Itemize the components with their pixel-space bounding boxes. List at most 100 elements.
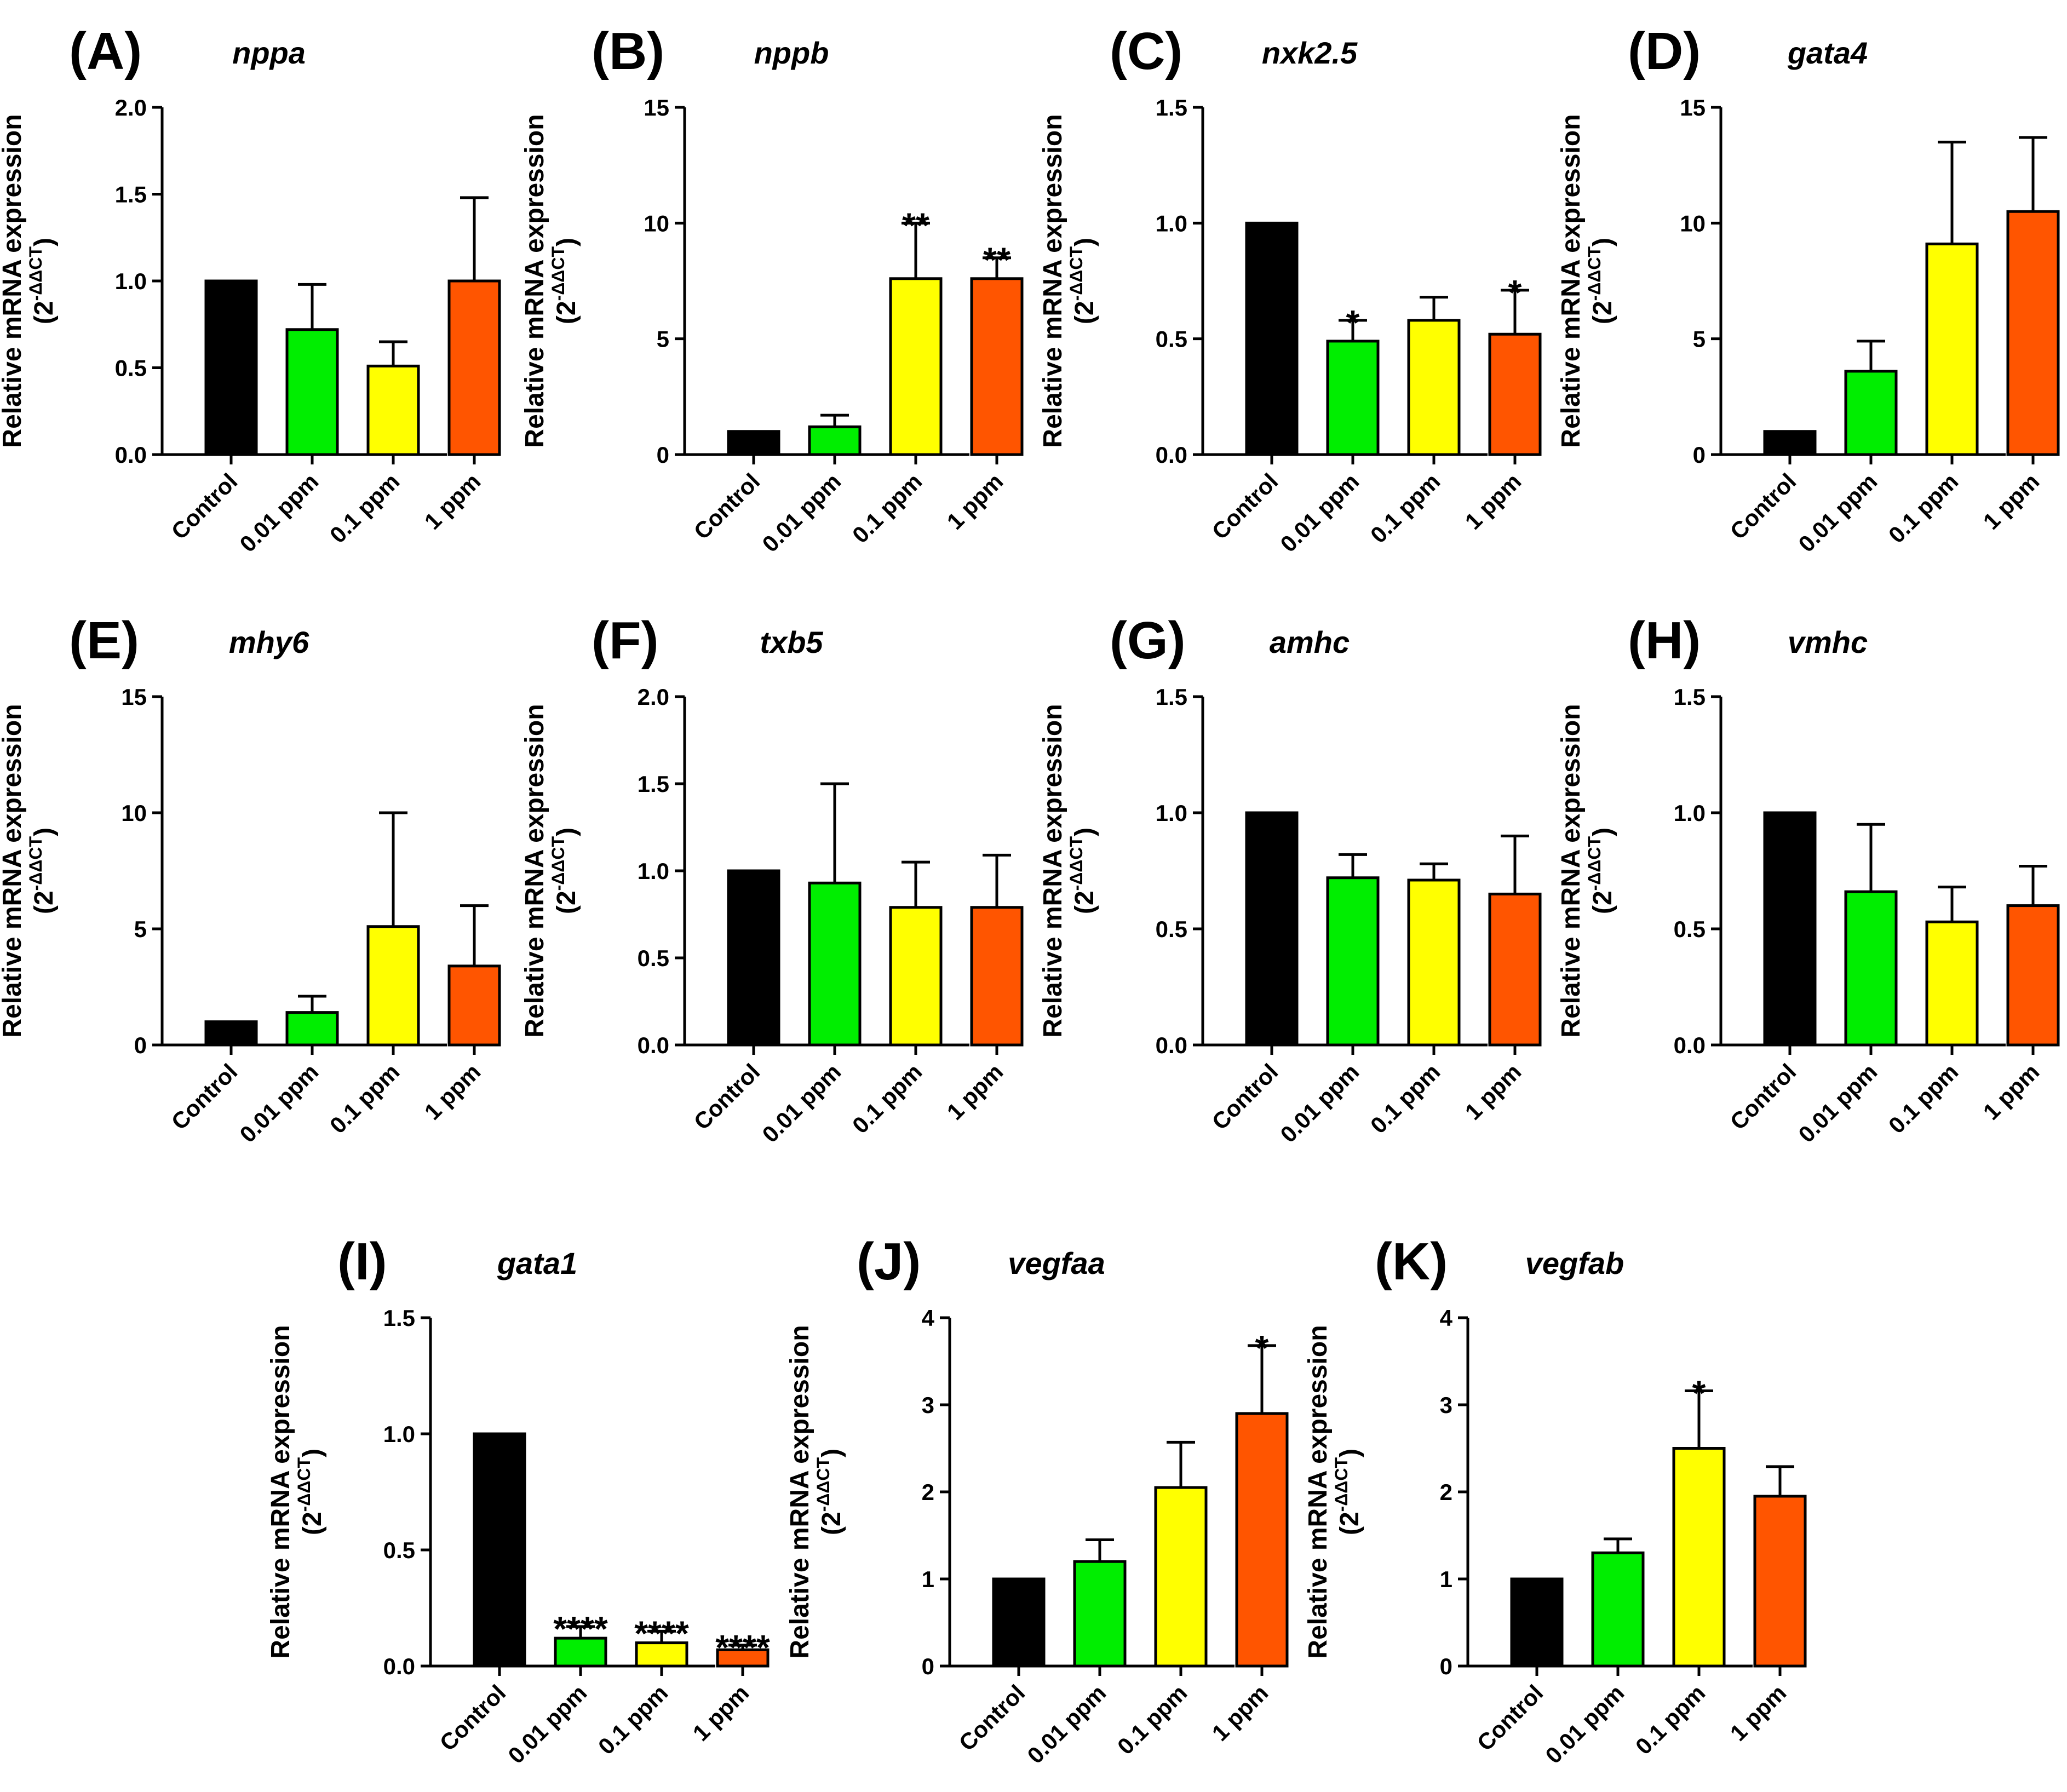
y-tick-label: 1.0: [115, 268, 147, 294]
bar-0-1-ppm: [1925, 920, 1979, 1047]
y-tick-label: 1: [1440, 1566, 1452, 1592]
x-tick-label: 1 ppm: [688, 1680, 754, 1746]
bar-1-ppm: [2006, 210, 2060, 456]
significance-marker: ****: [553, 1609, 608, 1649]
bar-0-01-ppm: [1844, 370, 1898, 456]
bar-Control: [204, 1020, 258, 1047]
y-axis-label-formula: (2-ΔΔCT): [813, 1449, 846, 1535]
y-tick-label: 15: [1680, 95, 1706, 120]
formula-base: (2: [1335, 1512, 1364, 1535]
y-tick-label: 10: [644, 210, 669, 236]
y-axis-label-formula: (2-ΔΔCT): [1331, 1449, 1364, 1535]
y-tick-label: 1.0: [638, 858, 669, 884]
chart-panel-amhc: (G) amhc Relative mRNA expression (2-ΔΔCT) 0…: [1038, 611, 1542, 1147]
chart-title: txb5: [760, 625, 823, 659]
panel-letter: (G): [1110, 611, 1186, 670]
x-tick-label: Control: [1207, 1059, 1283, 1135]
bar-1-ppm: [970, 277, 1024, 456]
chart-panel-gata1: (I) gata1 Relative mRNA expression (2-ΔΔCT)…: [266, 1232, 770, 1768]
bar-1-ppm: [1235, 1412, 1289, 1668]
y-tick-label: 1: [922, 1566, 934, 1592]
x-tick-label: 0.01 ppm: [757, 468, 846, 557]
y-tick-label: 0.5: [638, 945, 669, 971]
x-tick-label: 0.01 ppm: [1275, 1059, 1364, 1147]
bar-0-01-ppm: [1326, 876, 1380, 1047]
bar-0-01-ppm: [1844, 890, 1898, 1047]
bar-0-1-ppm: [889, 906, 943, 1047]
y-tick-label: 5: [134, 916, 147, 942]
chart-title: nppb: [754, 36, 829, 70]
chart-panel-vegfab: (K) vegfab Relative mRNA expression (2-ΔΔCT…: [1304, 1232, 1807, 1768]
y-tick-label: 0.0: [638, 1032, 669, 1058]
y-axis-label: Relative mRNA expression: [1557, 114, 1586, 447]
chart-panel-nppb: (B) nppb Relative mRNA expression (2-ΔΔCT) 0…: [520, 22, 1024, 557]
formula-base: (2: [1588, 891, 1617, 914]
y-axis-label-formula: (2-ΔΔCT): [1066, 238, 1099, 324]
y-tick-label: 0.0: [1674, 1032, 1706, 1058]
formula-base: (2: [552, 301, 581, 324]
formula-exponent: -ΔΔCT: [548, 246, 568, 301]
x-tick-label: Control: [166, 1059, 243, 1135]
y-axis-label-formula: (2-ΔΔCT): [294, 1449, 327, 1535]
y-axis-label-formula: (2-ΔΔCT): [548, 828, 581, 914]
chart-panel-txb5: (F) txb5 Relative mRNA expression (2-ΔΔCT) 0…: [520, 611, 1024, 1147]
y-axis-label-formula: (2-ΔΔCT): [1584, 238, 1617, 324]
chart-panel-mhy6: (E) mhy6 Relative mRNA expression (2-ΔΔCT) 0…: [0, 611, 501, 1147]
bar-1-ppm: [1488, 332, 1542, 456]
bar-Control: [473, 1432, 526, 1668]
panel-letter: (H): [1628, 611, 1701, 670]
x-tick-label: 1 ppm: [1725, 1680, 1792, 1746]
x-tick-label: Control: [1207, 468, 1283, 544]
chart-panel-nxk2.5: (C) nxk2.5 Relative mRNA expression (2-ΔΔCT…: [1038, 22, 1542, 557]
y-axis-label-formula: (2-ΔΔCT): [1066, 828, 1099, 914]
chart-title: vegfab: [1525, 1246, 1624, 1280]
y-axis-label-formula: (2-ΔΔCT): [1584, 828, 1617, 914]
x-tick-label: Control: [954, 1680, 1030, 1756]
bar-0-01-ppm: [808, 881, 862, 1047]
y-tick-label: 0.5: [383, 1537, 415, 1563]
bar-Control: [1245, 221, 1299, 456]
chart-title: nxk2.5: [1262, 36, 1358, 70]
panel-letter: (E): [69, 611, 139, 670]
formula-exponent: -ΔΔCT: [294, 1457, 314, 1512]
bar-0-1-ppm: [1672, 1447, 1726, 1668]
chart-panel-nppa: (A) nppa Relative mRNA expression (2-ΔΔCT) 0…: [0, 22, 501, 557]
y-tick-label: 0: [1693, 442, 1706, 468]
bar-0-1-ppm: [366, 364, 420, 456]
y-tick-label: 4: [1440, 1305, 1453, 1331]
panel-letter: (K): [1375, 1232, 1448, 1291]
x-tick-label: 0.01 ppm: [1793, 468, 1882, 557]
y-axis-label-formula: (2-ΔΔCT): [548, 238, 581, 324]
y-tick-label: 1.5: [115, 182, 147, 208]
significance-marker: ****: [634, 1613, 689, 1653]
y-axis-label-formula: (2-ΔΔCT): [26, 238, 59, 324]
y-tick-label: 2: [922, 1479, 934, 1505]
formula-exponent: -ΔΔCT: [548, 836, 568, 891]
bar-0-1-ppm: [1407, 319, 1461, 456]
formula-exponent: -ΔΔCT: [1066, 836, 1086, 891]
x-tick-label: 0.01 ppm: [757, 1059, 846, 1147]
chart-title: vmhc: [1788, 625, 1868, 659]
y-tick-label: 2.0: [638, 684, 669, 710]
y-tick-label: 1.5: [1156, 95, 1187, 120]
panel-letter: (F): [592, 611, 659, 670]
significance-marker: **: [902, 205, 929, 245]
bar-0-1-ppm: [889, 277, 943, 456]
x-tick-label: 0.01 ppm: [503, 1680, 592, 1768]
formula-close: ): [298, 1449, 327, 1457]
y-tick-label: 1.0: [1156, 800, 1187, 826]
y-axis-label: Relative mRNA expression: [1557, 704, 1586, 1037]
formula-base: (2: [817, 1512, 846, 1535]
x-tick-label: 0.01 ppm: [1275, 468, 1364, 557]
x-tick-label: 0.01 ppm: [1022, 1680, 1111, 1768]
x-tick-label: 0.1 ppm: [847, 468, 927, 548]
y-tick-label: 0.0: [1156, 1032, 1187, 1058]
formula-exponent: -ΔΔCT: [813, 1457, 833, 1512]
y-axis-label: Relative mRNA expression: [1038, 704, 1067, 1037]
chart-title: mhy6: [229, 625, 309, 659]
y-tick-label: 15: [121, 684, 147, 710]
formula-base: (2: [30, 891, 59, 914]
bar-0-01-ppm: [1326, 340, 1380, 456]
y-tick-label: 10: [1680, 210, 1706, 236]
bar-Control: [1763, 430, 1817, 456]
